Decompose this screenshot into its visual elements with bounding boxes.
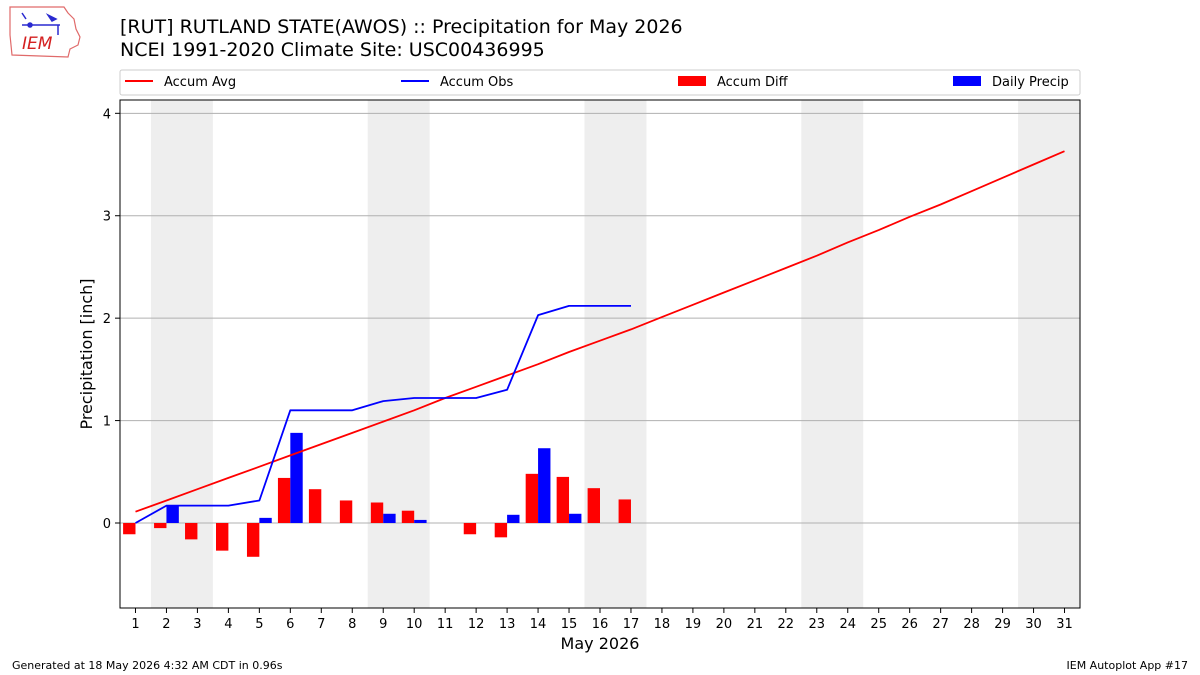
daily-precip-bar-day-5 bbox=[259, 517, 272, 523]
x-tick-label-7: 7 bbox=[317, 617, 325, 632]
weekend-shading bbox=[150, 100, 1080, 608]
daily-precip-bars bbox=[166, 432, 582, 523]
accum-diff-bar-day-17 bbox=[618, 499, 631, 523]
daily-precip-bar-day-6 bbox=[290, 432, 303, 523]
y-tick-label-0: 0 bbox=[103, 517, 111, 532]
x-tick-label-1: 1 bbox=[131, 617, 139, 632]
weekend-shade-2 bbox=[584, 100, 647, 608]
accum-diff-bar-day-15 bbox=[556, 476, 570, 523]
x-tick-label-23: 23 bbox=[809, 617, 826, 632]
x-tick-label-20: 20 bbox=[716, 617, 733, 632]
accum-diff-bar-day-9 bbox=[370, 502, 384, 523]
x-tick-label-18: 18 bbox=[654, 617, 671, 632]
x-tick-label-22: 22 bbox=[778, 617, 795, 632]
title-line-2: NCEI 1991-2020 Climate Site: USC00436995 bbox=[120, 39, 545, 61]
accum-diff-bar-day-1 bbox=[123, 522, 136, 535]
x-tick-label-13: 13 bbox=[499, 617, 516, 632]
weekend-shade-4 bbox=[1018, 100, 1080, 608]
weekend-shade-0 bbox=[150, 100, 213, 608]
y-axis-label: Precipitation [inch] bbox=[77, 278, 96, 429]
x-tick-label-9: 9 bbox=[379, 617, 387, 632]
x-tick-label-25: 25 bbox=[870, 617, 887, 632]
x-tick-label-29: 29 bbox=[994, 617, 1011, 632]
accum-diff-bar-day-3 bbox=[185, 522, 198, 540]
x-tick-label-6: 6 bbox=[286, 617, 294, 632]
accum-diff-bar-day-14 bbox=[525, 473, 539, 523]
x-tick-label-14: 14 bbox=[530, 617, 547, 632]
accum-diff-bar-day-10 bbox=[401, 510, 415, 523]
x-tick-label-26: 26 bbox=[901, 617, 918, 632]
logo-text: IEM bbox=[22, 34, 53, 54]
accum-diff-bar-day-7 bbox=[308, 489, 322, 523]
x-tick-label-24: 24 bbox=[839, 617, 856, 632]
accum-diff-bar-day-16 bbox=[587, 488, 600, 523]
iowa-outline-icon bbox=[9, 6, 81, 58]
x-tick-label-3: 3 bbox=[193, 617, 201, 632]
accum-diff-bar-day-5 bbox=[246, 522, 260, 557]
legend-label-accum-diff: Accum Diff bbox=[717, 75, 789, 90]
x-tick-label-2: 2 bbox=[162, 617, 170, 632]
x-axis-label: May 2026 bbox=[561, 634, 640, 653]
x-tick-label-11: 11 bbox=[437, 617, 454, 632]
x-tick-label-28: 28 bbox=[963, 617, 980, 632]
y-tick-label-3: 3 bbox=[103, 210, 111, 225]
x-tick-label-21: 21 bbox=[747, 617, 764, 632]
accum-diff-bar-day-8 bbox=[339, 500, 353, 523]
x-tick-label-27: 27 bbox=[932, 617, 949, 632]
y-tick-label-2: 2 bbox=[103, 312, 111, 327]
title-line-1: [RUT] RUTLAND STATE(AWOS) :: Precipitati… bbox=[120, 16, 683, 38]
legend-label-daily-precip: Daily Precip bbox=[992, 75, 1069, 90]
chart-title: [RUT] RUTLAND STATE(AWOS) :: Precipitati… bbox=[120, 16, 683, 62]
legend-label-accum-avg: Accum Avg bbox=[164, 75, 236, 90]
accum-diff-bar-day-13 bbox=[494, 522, 508, 538]
daily-precip-bar-day-13 bbox=[507, 514, 520, 523]
autoplot-app-id: IEM Autoplot App #17 bbox=[1066, 659, 1189, 672]
x-tick-label-17: 17 bbox=[623, 617, 640, 632]
generated-timestamp: Generated at 18 May 2026 4:32 AM CDT in … bbox=[12, 659, 283, 672]
x-tick-label-8: 8 bbox=[348, 617, 356, 632]
accum-diff-bar-day-2 bbox=[154, 522, 167, 529]
legend-swatch-accum-diff bbox=[678, 76, 706, 86]
daily-precip-bar-day-10 bbox=[414, 519, 427, 523]
x-tick-label-12: 12 bbox=[468, 617, 485, 632]
iem-logo: IEM bbox=[9, 6, 81, 58]
weekend-shade-3 bbox=[801, 100, 864, 608]
weather-station-icon bbox=[21, 12, 60, 35]
y-tick-label-1: 1 bbox=[103, 415, 111, 430]
accum-lines bbox=[135, 150, 1065, 524]
daily-precip-bar-day-9 bbox=[383, 513, 396, 523]
x-tick-label-31: 31 bbox=[1056, 617, 1073, 632]
y-tick-label-4: 4 bbox=[103, 107, 111, 122]
legend: Accum Avg Accum Obs Accum Diff Daily Pre… bbox=[119, 69, 1081, 96]
x-tick-label-5: 5 bbox=[255, 617, 263, 632]
daily-precip-bar-day-15 bbox=[569, 513, 582, 523]
x-tick-label-19: 19 bbox=[685, 617, 702, 632]
accum-diff-bars bbox=[123, 473, 631, 557]
accum-diff-bar-day-12 bbox=[463, 522, 477, 535]
accum-avg-line bbox=[135, 150, 1065, 513]
daily-precip-bar-day-14 bbox=[538, 448, 551, 523]
x-tick-label-15: 15 bbox=[561, 617, 578, 632]
legend-swatch-daily-precip bbox=[953, 76, 981, 86]
weekend-shade-1 bbox=[367, 100, 430, 608]
x-tick-label-4: 4 bbox=[224, 617, 232, 632]
x-tick-label-10: 10 bbox=[406, 617, 423, 632]
legend-label-accum-obs: Accum Obs bbox=[440, 75, 513, 90]
x-tick-label-30: 30 bbox=[1025, 617, 1042, 632]
x-tick-label-16: 16 bbox=[592, 617, 609, 632]
daily-precip-bar-day-2 bbox=[166, 505, 179, 523]
accum-obs-line bbox=[135, 304, 631, 524]
accum-diff-bar-day-4 bbox=[216, 522, 229, 551]
accum-diff-bar-day-6 bbox=[277, 477, 291, 523]
